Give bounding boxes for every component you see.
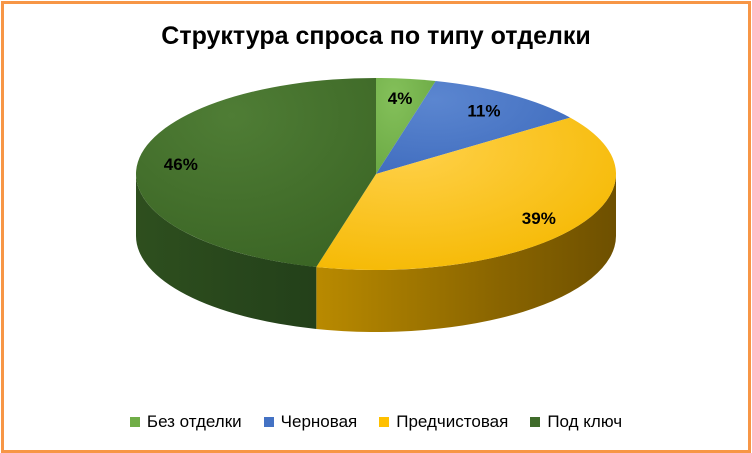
data-label-bez-otdelki: 4% — [388, 89, 413, 108]
legend-label: Под ключ — [547, 412, 623, 431]
chart-title: Структура спроса по типу отделки — [161, 22, 591, 50]
legend-label: Черновая — [280, 412, 358, 431]
data-label-pod-klyuch: 46% — [164, 155, 198, 174]
legend-label: Предчистовая — [396, 412, 509, 431]
pie-side-pod-klyuch — [136, 174, 317, 329]
pie-side-predchistovaya — [316, 174, 616, 332]
data-label-chernovaya: 11% — [467, 102, 500, 121]
legend-swatch — [379, 417, 390, 427]
legend-item-pod-klyuch: Под ключ — [530, 412, 622, 432]
legend-swatch — [530, 417, 541, 427]
data-label-predchistovaya: 39% — [522, 209, 556, 228]
pie-slice-pod-klyuch — [135, 78, 376, 267]
pie-slice-bez-otdelki — [376, 78, 436, 174]
pie-slice-predchistovaya — [316, 117, 617, 271]
pie-slice-chernovaya — [376, 81, 571, 174]
legend-item-bez-otdelki: Без отделки — [129, 412, 242, 432]
legend-label: Без отделки — [146, 412, 242, 431]
chart-legend: Без отделки Черновая Предчистовая Под ключ — [4, 412, 748, 432]
legend-swatch — [263, 417, 274, 427]
pie-chart: 4% 11% 39% 46% — [135, 78, 617, 332]
legend-item-predchistovaya: Предчистовая — [379, 412, 508, 432]
legend-item-chernovaya: Черновая — [263, 412, 358, 432]
legend-swatch — [129, 417, 140, 427]
